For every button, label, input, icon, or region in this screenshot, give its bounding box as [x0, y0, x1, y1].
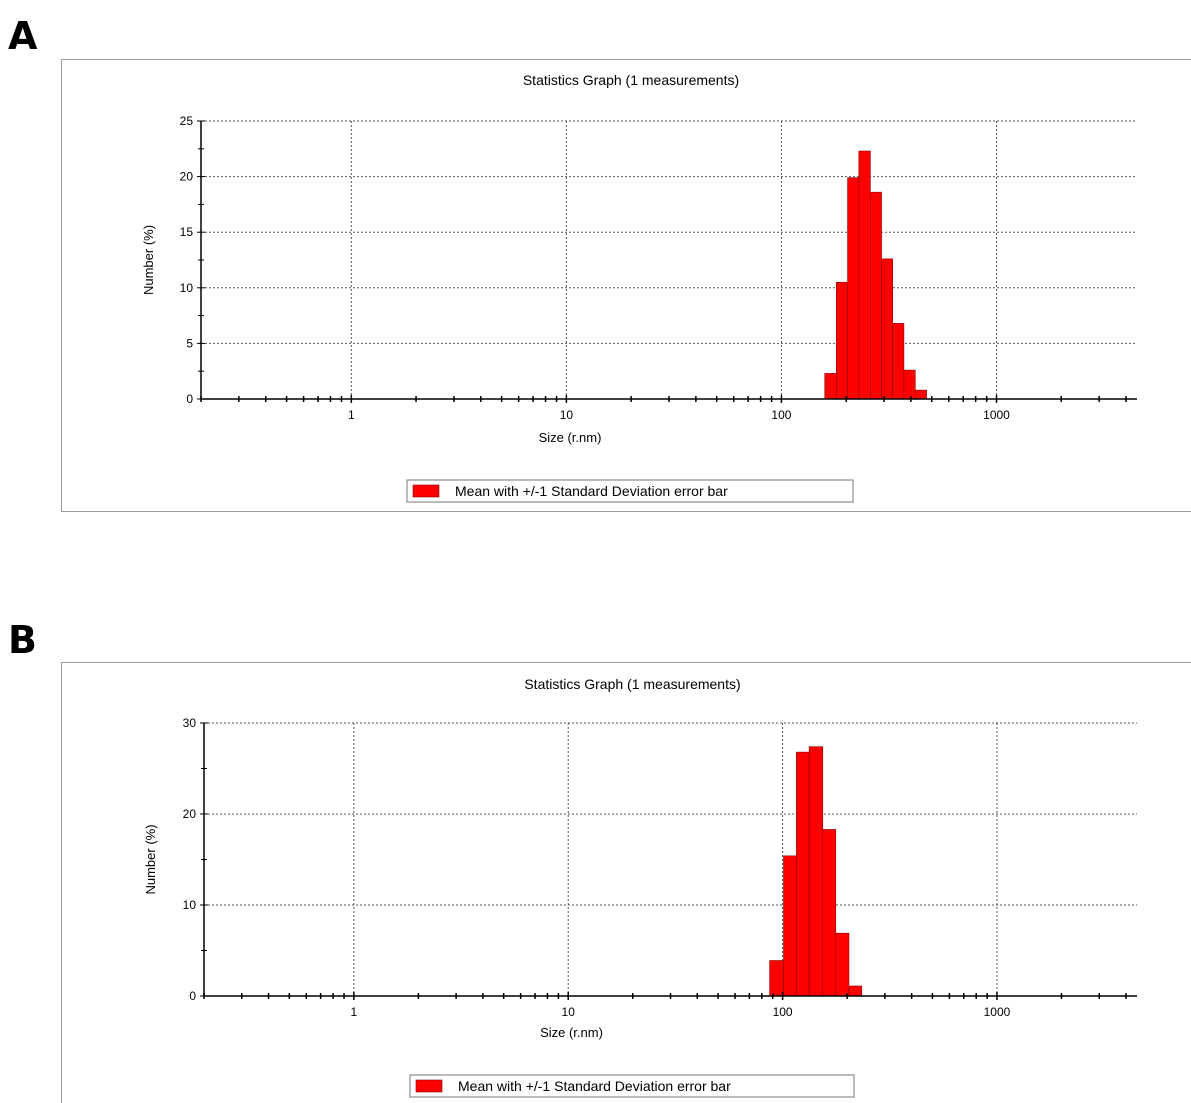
y-tick-label: 15	[180, 225, 194, 239]
y-tick-label: 10	[183, 898, 197, 912]
panel-label-a: A	[8, 14, 38, 58]
x-tick-label: 1000	[984, 1005, 1011, 1019]
histogram-bar	[796, 751, 810, 997]
y-axis-title: Number (%)	[141, 225, 156, 295]
y-tick-label: 0	[189, 989, 196, 1003]
histogram-bar	[783, 855, 797, 997]
legend-label: Mean with +/-1 Standard Deviation error …	[458, 1078, 731, 1094]
histogram-bar	[822, 829, 837, 997]
y-axis-title: Number (%)	[143, 824, 158, 894]
x-tick-label: 100	[773, 1005, 793, 1019]
legend-label: Mean with +/-1 Standard Deviation error …	[455, 483, 728, 499]
chart-title: Statistics Graph (1 measurements)	[524, 676, 740, 692]
y-tick-label: 0	[186, 392, 193, 406]
histogram-bar	[835, 932, 850, 997]
y-tick-label: 30	[183, 716, 197, 730]
y-tick-label: 20	[183, 807, 197, 821]
legend-box	[409, 1074, 855, 1098]
x-tick-label: 10	[560, 408, 574, 422]
x-tick-label: 1	[350, 1005, 357, 1019]
legend-swatch	[415, 1079, 443, 1093]
chart-frame-a	[61, 59, 1191, 512]
histogram-bar	[808, 746, 824, 997]
panel-label-b: B	[8, 618, 37, 662]
y-tick-label: 25	[180, 114, 194, 128]
x-tick-label: 10	[562, 1005, 576, 1019]
legend-swatch	[412, 484, 440, 498]
chart-frame-b	[61, 662, 1191, 1103]
histogram-bar	[848, 985, 863, 997]
x-axis-title: Size (r.nm)	[539, 430, 602, 445]
y-tick-label: 5	[186, 336, 193, 350]
x-axis-title: Size (r.nm)	[540, 1025, 603, 1040]
histogram-bar	[769, 960, 784, 997]
legend-box	[406, 479, 854, 503]
y-tick-label: 20	[180, 170, 194, 184]
x-tick-label: 1	[348, 408, 355, 422]
x-tick-label: 1000	[983, 408, 1010, 422]
x-tick-label: 100	[771, 408, 791, 422]
chart-title: Statistics Graph (1 measurements)	[523, 72, 739, 88]
y-tick-label: 10	[180, 281, 194, 295]
